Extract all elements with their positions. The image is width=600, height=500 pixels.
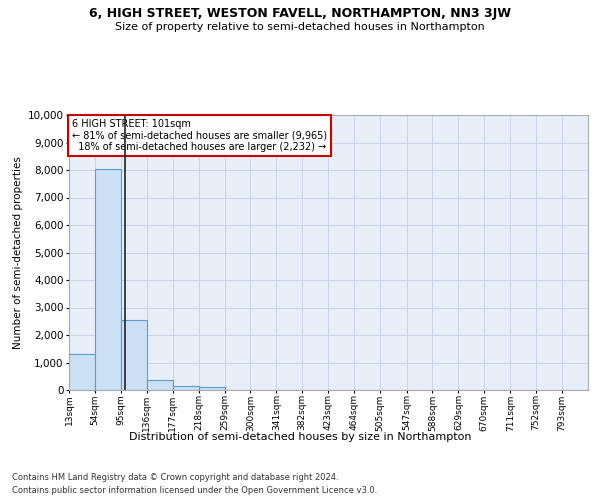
Text: 6 HIGH STREET: 101sqm
← 81% of semi-detached houses are smaller (9,965)
  18% of: 6 HIGH STREET: 101sqm ← 81% of semi-deta… — [71, 119, 327, 152]
Bar — [173, 386, 199, 390]
Text: Distribution of semi-detached houses by size in Northampton: Distribution of semi-detached houses by … — [129, 432, 471, 442]
Bar — [95, 168, 121, 390]
Text: 6, HIGH STREET, WESTON FAVELL, NORTHAMPTON, NN3 3JW: 6, HIGH STREET, WESTON FAVELL, NORTHAMPT… — [89, 8, 511, 20]
Bar — [121, 320, 147, 390]
Bar — [147, 380, 173, 390]
Text: Contains public sector information licensed under the Open Government Licence v3: Contains public sector information licen… — [12, 486, 377, 495]
Y-axis label: Number of semi-detached properties: Number of semi-detached properties — [13, 156, 23, 349]
Bar — [199, 388, 224, 390]
Text: Contains HM Land Registry data © Crown copyright and database right 2024.: Contains HM Land Registry data © Crown c… — [12, 472, 338, 482]
Bar — [69, 354, 95, 390]
Text: Size of property relative to semi-detached houses in Northampton: Size of property relative to semi-detach… — [115, 22, 485, 32]
